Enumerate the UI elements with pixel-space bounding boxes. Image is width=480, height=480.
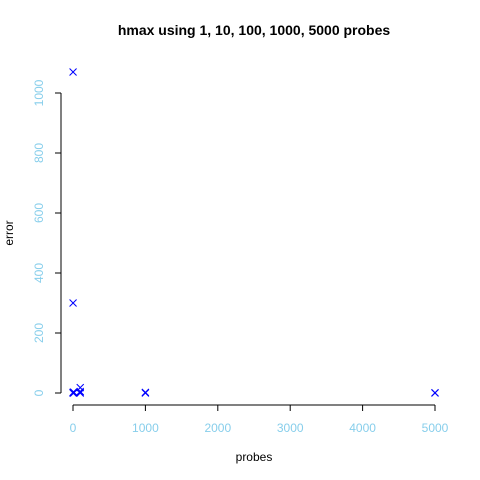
y-tick-label: 800 — [32, 143, 46, 163]
y-tick-label: 0 — [32, 389, 46, 396]
data-point — [69, 68, 77, 76]
x-tick-label: 3000 — [277, 421, 304, 435]
y-tick-label: 600 — [32, 203, 46, 223]
data-point — [69, 388, 78, 396]
x-axis: 0 1000 2000 3000 4000 5000 — [70, 404, 449, 435]
x-tick-label: 5000 — [422, 421, 449, 435]
x-tick-label: 1000 — [132, 421, 159, 435]
data-points — [69, 68, 439, 397]
chart-title: hmax using 1, 10, 100, 1000, 5000 probes — [118, 22, 391, 38]
y-tick-label: 1000 — [32, 79, 46, 106]
y-tick-label: 400 — [32, 263, 46, 283]
y-axis: 0 200 400 600 800 1000 — [32, 79, 62, 396]
x-tick-label: 0 — [70, 421, 77, 435]
data-point — [76, 389, 85, 397]
x-axis-label: probes — [236, 450, 273, 464]
y-tick-label: 200 — [32, 323, 46, 343]
data-point — [431, 389, 439, 397]
data-point — [141, 389, 150, 397]
data-point — [69, 299, 77, 307]
x-tick-label: 4000 — [349, 421, 376, 435]
x-tick-label: 2000 — [204, 421, 231, 435]
y-axis-label: error — [2, 220, 16, 245]
data-point — [69, 389, 78, 397]
data-point — [76, 387, 85, 396]
